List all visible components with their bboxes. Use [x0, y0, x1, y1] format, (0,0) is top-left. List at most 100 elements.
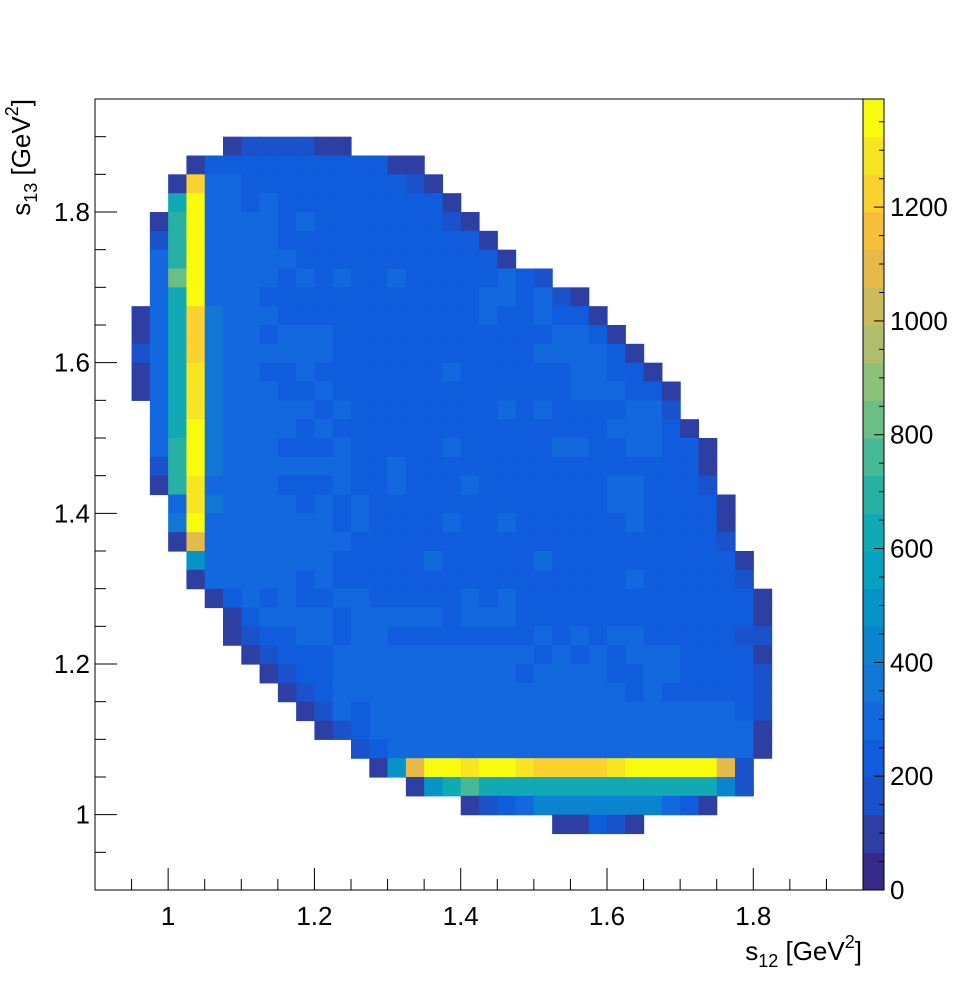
heatmap-cell: [241, 438, 261, 458]
heatmap-cell: [460, 381, 480, 401]
color-palette: [862, 98, 885, 891]
heatmap-cell: [369, 607, 389, 627]
heatmap-cell: [277, 325, 297, 345]
heatmap-cell: [442, 249, 462, 270]
heatmap-cell: [241, 551, 261, 571]
heatmap-cell: [460, 438, 480, 458]
palette-swatch: [863, 362, 884, 401]
heatmap-cell: [460, 664, 480, 684]
heatmap-cell: [497, 569, 517, 590]
heatmap-cell: [643, 438, 663, 458]
heatmap-cell: [204, 532, 224, 552]
heatmap-cell: [460, 268, 480, 288]
heatmap-cell: [387, 682, 407, 703]
heatmap-cell: [552, 777, 572, 797]
heatmap-cell: [223, 626, 242, 646]
heatmap-cell: [369, 682, 389, 703]
heatmap-cell: [296, 588, 316, 609]
heatmap-cell: [515, 381, 535, 401]
heatmap-cell: [332, 588, 352, 609]
heatmap-cell: [515, 419, 535, 439]
heatmap-cell: [479, 720, 498, 740]
heatmap-cell: [643, 513, 663, 533]
heatmap-cell: [405, 569, 425, 590]
heatmap-cell: [405, 343, 425, 364]
z-tick-label: 0: [890, 875, 904, 905]
heatmap-cell: [186, 193, 206, 213]
heatmap-cell: [241, 230, 261, 251]
heatmap-cell: [588, 720, 608, 740]
heatmap-cell: [387, 193, 407, 213]
heatmap-cell: [625, 513, 645, 533]
heatmap-cell: [570, 551, 590, 571]
heatmap-cell: [570, 795, 590, 816]
heatmap-cell: [515, 645, 535, 665]
heatmap-cell: [204, 306, 224, 326]
heatmap-cell: [442, 475, 462, 496]
heatmap-cell: [625, 362, 645, 383]
heatmap-cell: [186, 212, 206, 232]
heatmap-cell: [643, 682, 663, 703]
x-tick-label: 1.8: [735, 901, 771, 931]
heatmap-cell: [314, 155, 334, 175]
heatmap-cell: [552, 362, 572, 383]
heatmap-cell: [442, 626, 462, 646]
palette-swatch: [863, 438, 884, 477]
heatmap-cell: [497, 362, 517, 383]
heatmap-cell: [241, 400, 261, 420]
heatmap-cell: [351, 287, 370, 307]
heatmap-cell: [479, 306, 498, 326]
heatmap-cell: [424, 664, 444, 684]
heatmap-cell: [698, 475, 718, 496]
heatmap-cell: [661, 607, 681, 627]
heatmap-cell: [387, 362, 407, 383]
heatmap-cell: [332, 325, 352, 345]
heatmap-cell: [369, 362, 389, 383]
heatmap-cell: [570, 513, 590, 533]
heatmap-cell: [515, 664, 535, 684]
heatmap-cell: [223, 513, 242, 533]
heatmap-cell: [186, 475, 206, 496]
heatmap-cell: [698, 645, 718, 665]
heatmap-cell: [479, 456, 498, 477]
heatmap-cell: [442, 513, 462, 533]
heatmap-cell: [405, 682, 425, 703]
heatmap-cell: [680, 682, 700, 703]
heatmap-cell: [570, 777, 590, 797]
heatmap-cell: [570, 569, 590, 590]
heatmap-cell: [259, 155, 279, 175]
heatmap-cell: [369, 155, 389, 175]
heatmap-cell: [387, 287, 407, 307]
heatmap-cell: [735, 758, 754, 778]
heatmap-cell: [186, 174, 206, 194]
heatmap-cell: [607, 607, 626, 627]
heatmap-cell: [369, 588, 389, 609]
heatmap-cell: [387, 230, 407, 251]
heatmap-cell: [533, 494, 553, 514]
heatmap-cell: [405, 551, 425, 571]
heatmap-cell: [607, 720, 626, 740]
heatmap-cell: [332, 287, 352, 307]
heatmap-cell: [442, 682, 462, 703]
heatmap-cell: [497, 795, 517, 816]
y-axis-label: s13 [GeV2]: [2, 99, 41, 216]
heatmap-cell: [442, 701, 462, 722]
heatmap-cell: [351, 645, 370, 665]
heatmap-cell: [387, 475, 407, 496]
palette-swatch: [863, 99, 884, 138]
heatmap-cell: [570, 475, 590, 496]
heatmap-cell: [607, 456, 626, 477]
heatmap-cell: [607, 777, 626, 797]
heatmap-cell: [424, 438, 444, 458]
heatmap-cell: [570, 588, 590, 609]
heatmap-cell: [661, 381, 681, 401]
heatmap-cell: [405, 758, 425, 778]
heatmap-cell: [223, 212, 242, 232]
heatmap-cell: [661, 569, 681, 590]
heatmap-cell: [661, 438, 681, 458]
heatmap-cell: [716, 720, 736, 740]
heatmap-cell: [204, 212, 224, 232]
heatmap-cell: [387, 400, 407, 420]
heatmap-cell: [515, 400, 535, 420]
heatmap-cell: [716, 569, 736, 590]
